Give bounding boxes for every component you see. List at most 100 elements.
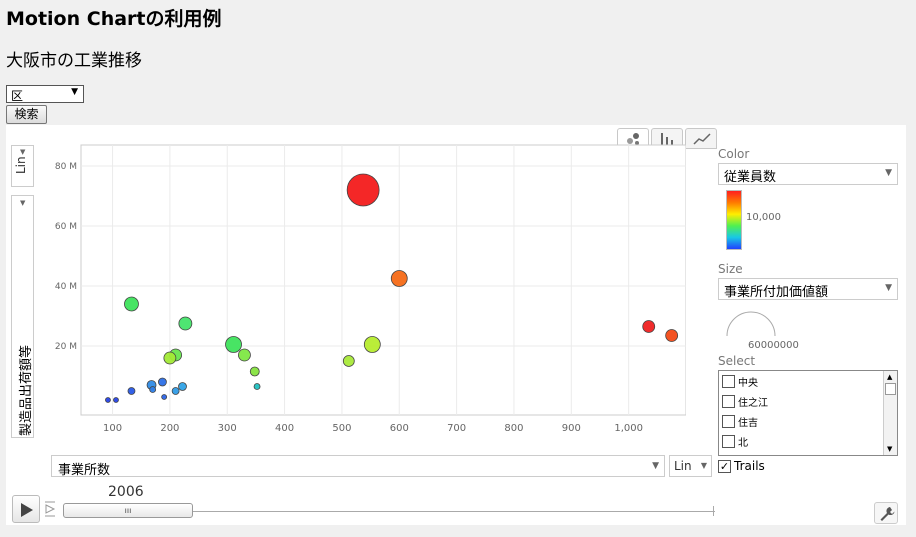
x-tick-label: 600 [390,423,409,434]
speed-icon[interactable] [43,499,57,519]
trails-toggle[interactable]: ✓ Trails [718,459,900,473]
list-item[interactable]: 住吉 [719,411,897,431]
dropdown-arrow-icon: ▼ [71,87,78,97]
x-tick-label: 800 [504,423,523,434]
data-bubble[interactable] [249,366,260,377]
y-tick-label: 60 M [55,222,77,232]
checkbox[interactable] [722,394,735,408]
trails-label: Trails [734,459,765,473]
x-tick-label: 100 [103,423,122,434]
bar-chart-icon [661,133,673,146]
color-gradient-bar [726,190,742,250]
scroll-up-icon[interactable]: ▲ [887,373,893,381]
size-variable-value: 事業所付加価値額 [724,285,829,300]
data-bubble[interactable] [171,387,180,395]
bar-chart-tab[interactable] [651,128,683,149]
dropdown-arrow-icon: ▼ [20,199,26,207]
y-scale-value: Lin [14,156,28,174]
checkbox[interactable] [722,434,735,448]
ward-select[interactable]: 区 ▼ [6,85,84,103]
list-item-label: 中央 [738,377,758,389]
y-scale-select[interactable]: ▼ Lin [11,145,34,187]
x-scale-value: Lin [674,459,692,473]
play-button[interactable] [12,495,40,523]
color-label: Color [718,147,750,161]
page-title: Motion Chartの利用例 [6,8,222,30]
data-bubble[interactable] [105,397,111,403]
data-bubble[interactable] [346,173,380,207]
data-bubble[interactable] [161,394,168,400]
data-bubble[interactable] [158,377,167,387]
x-tick-label: 500 [332,423,351,434]
x-scale-select[interactable]: Lin ▼ [669,455,712,477]
y-tick-label: 80 M [55,162,77,172]
checkbox[interactable] [722,374,735,388]
data-bubble[interactable] [342,355,355,367]
x-tick-label: 700 [447,423,466,434]
list-item-label: 住之江 [738,397,768,409]
trails-checkbox[interactable]: ✓ [718,459,731,473]
line-chart-tab[interactable] [685,128,717,149]
list-item-label: 住吉 [738,417,758,429]
size-legend-arc [726,311,776,337]
select-label: Select [718,354,756,368]
timeline-end-tick [713,506,714,516]
bubble-chart-icon [627,133,639,145]
color-variable-value: 従業員数 [724,170,777,185]
x-tick-label: 900 [562,423,581,434]
y-axis-variable-select[interactable]: ▼ 製造品出荷額等 [11,195,34,438]
data-bubble[interactable] [124,296,139,312]
size-variable-select[interactable]: 事業所付加価値額 ▼ [718,278,898,300]
settings-button[interactable] [874,502,898,524]
checkbox[interactable] [722,414,735,428]
scroll-thumb[interactable] [885,383,896,395]
color-legend: 10,000 [718,190,900,262]
x-tick-label: 1,000 [614,423,643,434]
list-item[interactable]: 住之江 [719,391,897,411]
timeline-slider-thumb[interactable]: ııı [63,503,193,518]
data-bubble[interactable] [178,316,193,331]
data-bubble[interactable] [363,336,381,353]
size-legend: 60000000 [718,302,900,351]
data-bubble[interactable] [178,382,187,391]
size-label: Size [718,262,743,276]
data-bubble[interactable] [149,386,157,393]
data-bubble[interactable] [390,270,408,287]
play-icon [21,503,33,517]
data-bubble[interactable] [253,383,261,390]
current-year-label: 2006 [108,484,144,500]
y-tick-label: 20 M [55,342,77,352]
y-axis-label: 製造品出荷額等 [19,344,34,436]
settings-sidebar: Color 従業員数 ▼ 10,000 Size 事業所付加価値額 ▼ 6000… [718,147,900,473]
data-bubble[interactable] [642,320,656,333]
timeline-track[interactable] [63,511,715,512]
list-item[interactable]: 中央 [719,371,897,391]
bubble-plot[interactable]: 100 200 300 400 500 600 700 800 900 1,000 20 M 40 M… [36,140,686,455]
data-bubble[interactable] [238,348,251,362]
dropdown-arrow-icon: ▼ [885,168,892,178]
list-item[interactable]: 北 [719,431,897,451]
size-legend-value: 60000000 [748,340,799,351]
data-bubble[interactable] [225,336,242,353]
motion-chart: ▼ Lin ▼ 製造品出荷額等 100 200 300 400 500 600 700 800… [6,125,906,525]
search-button[interactable]: 検索 [6,105,47,124]
plot-area [80,144,686,416]
data-bubble[interactable] [113,397,119,403]
x-tick-label: 200 [160,423,179,434]
scroll-down-icon[interactable]: ▼ [887,445,893,453]
x-axis-variable-select[interactable]: 事業所数 ▼ [51,455,665,478]
list-scrollbar[interactable]: ▲ ▼ [883,371,897,455]
chart-view-tabs [617,128,719,150]
data-bubble[interactable] [665,329,679,342]
x-tick-label: 400 [275,423,294,434]
list-item-label: 北 [738,437,748,449]
data-bubble[interactable] [127,387,136,395]
page-subtitle: 大阪市の工業推移 [6,51,142,71]
dropdown-arrow-icon: ▼ [652,461,659,471]
dropdown-arrow-icon: ▼ [20,148,26,156]
color-variable-select[interactable]: 従業員数 ▼ [718,163,898,185]
color-tick-label: 10,000 [746,212,781,223]
wrench-icon [880,507,895,521]
data-bubble[interactable] [163,351,177,365]
line-chart-icon [693,133,711,145]
